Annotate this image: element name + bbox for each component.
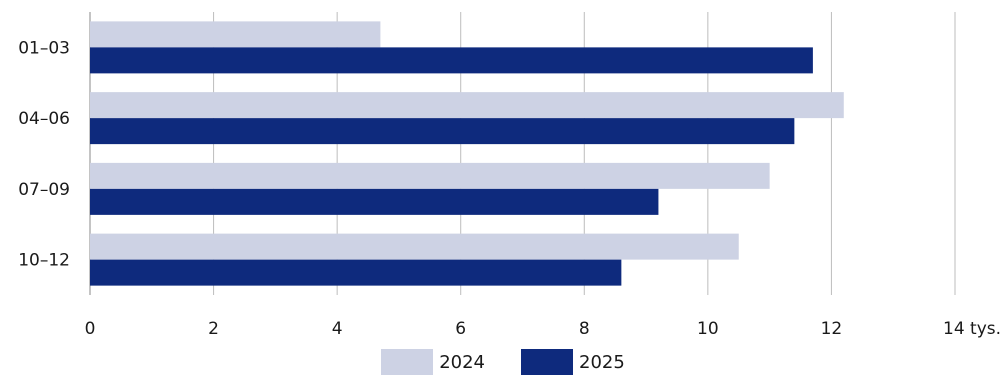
category-label: 10–12: [18, 251, 70, 271]
x-tick-label: 4: [332, 319, 343, 339]
legend-label-2025: 2025: [579, 351, 625, 373]
x-tick-label: 14 tys.: [943, 319, 1001, 339]
category-label: 01–03: [18, 38, 70, 58]
bar-2025: [90, 259, 622, 286]
x-tick-label: 10: [697, 319, 719, 339]
bar-2024: [90, 21, 381, 48]
legend-swatch-2024: [381, 349, 434, 375]
bar-chart: 01–03 04–06 07–09 10–12 0 2 4 6 8 10 12 14 tys.: [18, 12, 1001, 339]
x-tick-label: 8: [579, 319, 590, 339]
legend: 2024 2025: [0, 342, 1006, 382]
bar-2024: [90, 233, 739, 260]
x-axis-ticks: 0 2 4 6 8 10 12 14 tys.: [85, 319, 1001, 339]
x-tick-label: 6: [455, 319, 466, 339]
legend-item-2025: 2025: [521, 349, 625, 375]
category-labels: 01–03 04–06 07–09 10–12: [18, 38, 70, 270]
legend-swatch-2025: [521, 349, 573, 375]
x-tick-label: 2: [208, 319, 219, 339]
category-label: 04–06: [18, 109, 70, 129]
bar-2025: [90, 188, 659, 215]
bar-2025: [90, 47, 813, 74]
category-label: 07–09: [18, 180, 70, 200]
legend-item-2024: 2024: [381, 349, 485, 375]
bar-2024: [90, 92, 844, 119]
bars: [90, 21, 844, 286]
bar-2025: [90, 118, 795, 145]
bar-2024: [90, 162, 770, 189]
x-tick-label: 0: [85, 319, 96, 339]
x-tick-label: 12: [821, 319, 843, 339]
legend-label-2024: 2024: [439, 351, 485, 373]
